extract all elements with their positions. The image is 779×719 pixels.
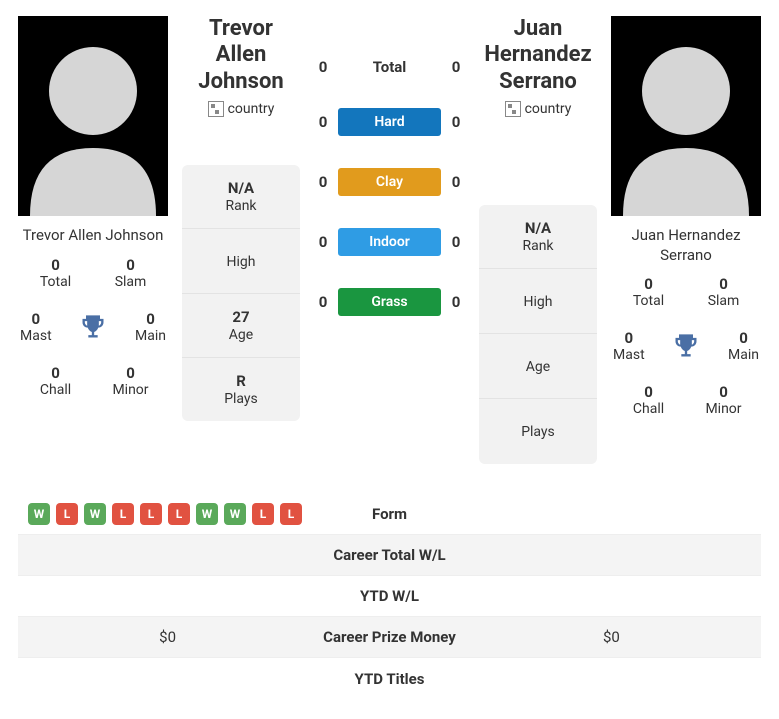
title-slam: 0Slam — [686, 275, 761, 309]
info-high: High — [479, 269, 597, 334]
player1-card: Trevor Allen Johnson 0Total 0Slam 0Mast … — [18, 16, 168, 398]
title-total: 0Total — [611, 275, 686, 309]
loss-badge: L — [252, 503, 274, 525]
win-badge: W — [196, 503, 218, 525]
player2-flag: country — [479, 101, 597, 165]
player2-card: Juan Hernandez Serrano 0Total 0Slam 0Mas… — [611, 16, 761, 417]
trophy-icon — [79, 313, 107, 341]
silhouette-icon — [611, 16, 761, 216]
info-plays: Plays — [479, 399, 597, 464]
player1-heading: Trevor Allen Johnson — [182, 16, 300, 101]
loss-badge: L — [56, 503, 78, 525]
player1-flag: country — [182, 101, 300, 165]
title-chall: 0Chall — [611, 383, 686, 417]
player1-photo — [18, 16, 168, 216]
row-prize: $0 Career Prize Money $0 — [18, 617, 761, 658]
trophy-icon — [672, 332, 700, 360]
title-slam: 0Slam — [93, 256, 168, 290]
loss-badge: L — [280, 503, 302, 525]
player2-photo — [611, 16, 761, 216]
title-mast-main-row: 0Mast 0Main — [611, 329, 761, 363]
h2h-column: 0 Total 0 0 Hard 0 0 Clay 0 0 Indoor 0 0… — [314, 16, 465, 316]
win-badge: W — [28, 503, 50, 525]
h2h-total: 0 Total 0 — [314, 58, 465, 76]
loss-badge: L — [140, 503, 162, 525]
info-age: Age — [479, 334, 597, 399]
broken-image-icon — [208, 101, 224, 117]
h2h-hard: 0 Hard 0 — [314, 108, 465, 136]
loss-badge: L — [168, 503, 190, 525]
player2-meta: Juan Hernandez Serrano country N/ARank H… — [479, 16, 597, 464]
info-age: 27Age — [182, 294, 300, 358]
title-total: 0Total — [18, 256, 93, 290]
loss-badge: L — [112, 503, 134, 525]
info-plays: RPlays — [182, 358, 300, 421]
row-ytd-titles: YTD Titles — [18, 658, 761, 699]
title-minor: 0Minor — [686, 383, 761, 417]
h2h-clay: 0 Clay 0 — [314, 168, 465, 196]
info-rank: N/ARank — [479, 205, 597, 269]
player1-name-label: Trevor Allen Johnson — [18, 216, 168, 256]
player1-form: WLWLLLWWLL — [24, 503, 360, 525]
row-form: WLWLLLWWLL Form — [18, 494, 761, 535]
title-minor: 0Minor — [93, 364, 168, 398]
player2-name-label: Juan Hernandez Serrano — [611, 216, 761, 275]
broken-image-icon — [505, 101, 521, 117]
player1-meta: Trevor Allen Johnson country N/ARank Hig… — [182, 16, 300, 421]
win-badge: W — [84, 503, 106, 525]
info-rank: N/ARank — [182, 165, 300, 229]
player2-titles: 0Total 0Slam 0Mast 0Main 0Chall 0Minor — [611, 275, 761, 417]
h2h-grass: 0 Grass 0 — [314, 288, 465, 316]
h2h-indoor: 0 Indoor 0 — [314, 228, 465, 256]
player1-titles: 0Total 0Slam 0Mast 0Main 0Chall 0Minor — [18, 256, 168, 398]
win-badge: W — [224, 503, 246, 525]
row-career-wl: Career Total W/L — [18, 535, 761, 576]
row-ytd-wl: YTD W/L — [18, 576, 761, 617]
stats-table: WLWLLLWWLL Form Career Total W/L YTD W/L… — [18, 494, 761, 699]
title-mast-main-row: 0Mast 0Main — [18, 310, 168, 344]
title-chall: 0Chall — [18, 364, 93, 398]
comparison-header: Trevor Allen Johnson 0Total 0Slam 0Mast … — [0, 0, 779, 464]
silhouette-icon — [18, 16, 168, 216]
info-high: High — [182, 229, 300, 294]
player2-heading: Juan Hernandez Serrano — [479, 16, 597, 101]
